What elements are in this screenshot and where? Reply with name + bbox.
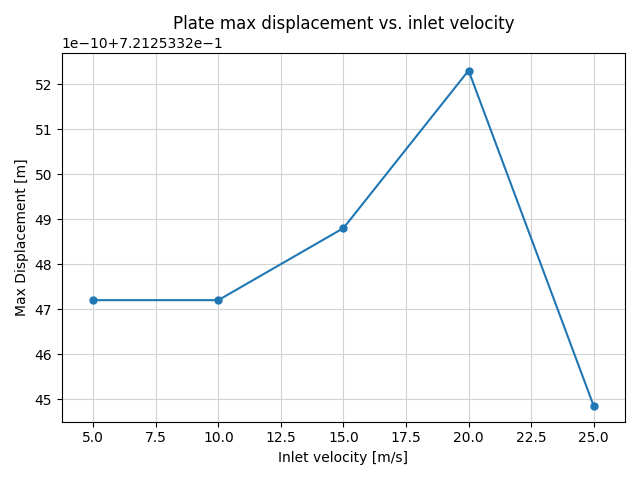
Y-axis label: Max Displacement [m]: Max Displacement [m] (15, 158, 29, 316)
X-axis label: Inlet velocity [m/s]: Inlet velocity [m/s] (278, 451, 408, 465)
Title: Plate max displacement vs. inlet velocity: Plate max displacement vs. inlet velocit… (173, 15, 514, 33)
